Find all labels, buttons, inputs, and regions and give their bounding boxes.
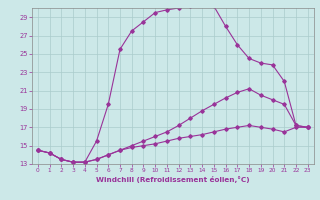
X-axis label: Windchill (Refroidissement éolien,°C): Windchill (Refroidissement éolien,°C) xyxy=(96,176,250,183)
